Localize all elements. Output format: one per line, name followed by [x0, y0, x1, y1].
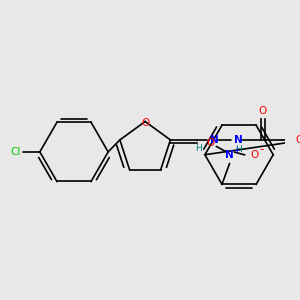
Text: H: H — [196, 144, 202, 153]
Text: N: N — [210, 135, 218, 145]
Text: O: O — [295, 135, 300, 145]
Text: +: + — [233, 146, 239, 155]
Text: O: O — [206, 138, 215, 148]
Text: -: - — [260, 143, 264, 156]
Text: N: N — [225, 150, 234, 160]
Text: O: O — [259, 106, 267, 116]
Text: Cl: Cl — [10, 147, 20, 157]
Text: N: N — [234, 135, 243, 145]
Text: O: O — [141, 118, 149, 128]
Text: H: H — [235, 145, 242, 154]
Text: O: O — [250, 150, 258, 160]
